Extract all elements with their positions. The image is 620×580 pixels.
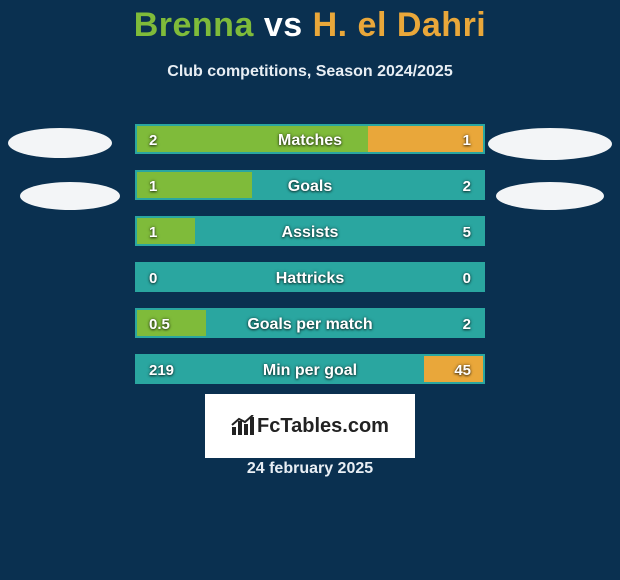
stat-name: Matches (137, 126, 483, 154)
stat-row: Assists1 5 (0, 216, 620, 246)
stat-row: Goals1 2 (0, 170, 620, 200)
stat-row: Goals per match0.5 2 (0, 308, 620, 338)
stat-name: Min per goal (137, 356, 483, 384)
stat-bar: Assists1 5 (135, 216, 485, 246)
stat-value-left: 2 (149, 126, 157, 154)
date-label: 24 february 2025 (0, 460, 620, 478)
stat-name: Goals per match (137, 310, 483, 338)
chart-icon (231, 415, 255, 435)
stat-value-left: 0.5 (149, 310, 170, 338)
stat-value-left: 0 (149, 264, 157, 292)
stat-bar: Goals per match0.5 2 (135, 308, 485, 338)
stat-bar: Goals1 2 (135, 170, 485, 200)
stat-value-right: 2 (463, 172, 471, 200)
stat-value-right: 0 (463, 264, 471, 292)
stat-value-left: 1 (149, 218, 157, 246)
stat-name: Goals (137, 172, 483, 200)
subtitle: Club competitions, Season 2024/2025 (0, 63, 620, 81)
page-title: Brenna vs H. el Dahri (0, 6, 620, 45)
stat-name: Hattricks (137, 264, 483, 292)
stat-value-right: 45 (454, 356, 471, 384)
stat-value-left: 1 (149, 172, 157, 200)
stat-value-left: 219 (149, 356, 174, 384)
stat-name: Assists (137, 218, 483, 246)
brand-text: FcTables.com (257, 415, 389, 437)
stat-bar: Min per goal219 45 (135, 354, 485, 384)
stat-value-right: 1 (463, 126, 471, 154)
stat-row: Hattricks0 0 (0, 262, 620, 292)
brand-badge: FcTables.com (205, 394, 415, 458)
player-right-name: H. el Dahri (313, 6, 487, 44)
comparison-card: Brenna vs H. el Dahri Club competitions,… (0, 6, 620, 580)
stat-row: Matches2 1 (0, 124, 620, 154)
stat-rows: Matches21Goals12Assists15Hattricks00Goal… (0, 124, 620, 400)
player-left-name: Brenna (134, 6, 254, 44)
vs-label: vs (264, 6, 303, 44)
stat-value-right: 2 (463, 310, 471, 338)
stat-bar: Hattricks0 0 (135, 262, 485, 292)
stat-value-right: 5 (463, 218, 471, 246)
stat-bar: Matches2 1 (135, 124, 485, 154)
stat-row: Min per goal219 45 (0, 354, 620, 384)
